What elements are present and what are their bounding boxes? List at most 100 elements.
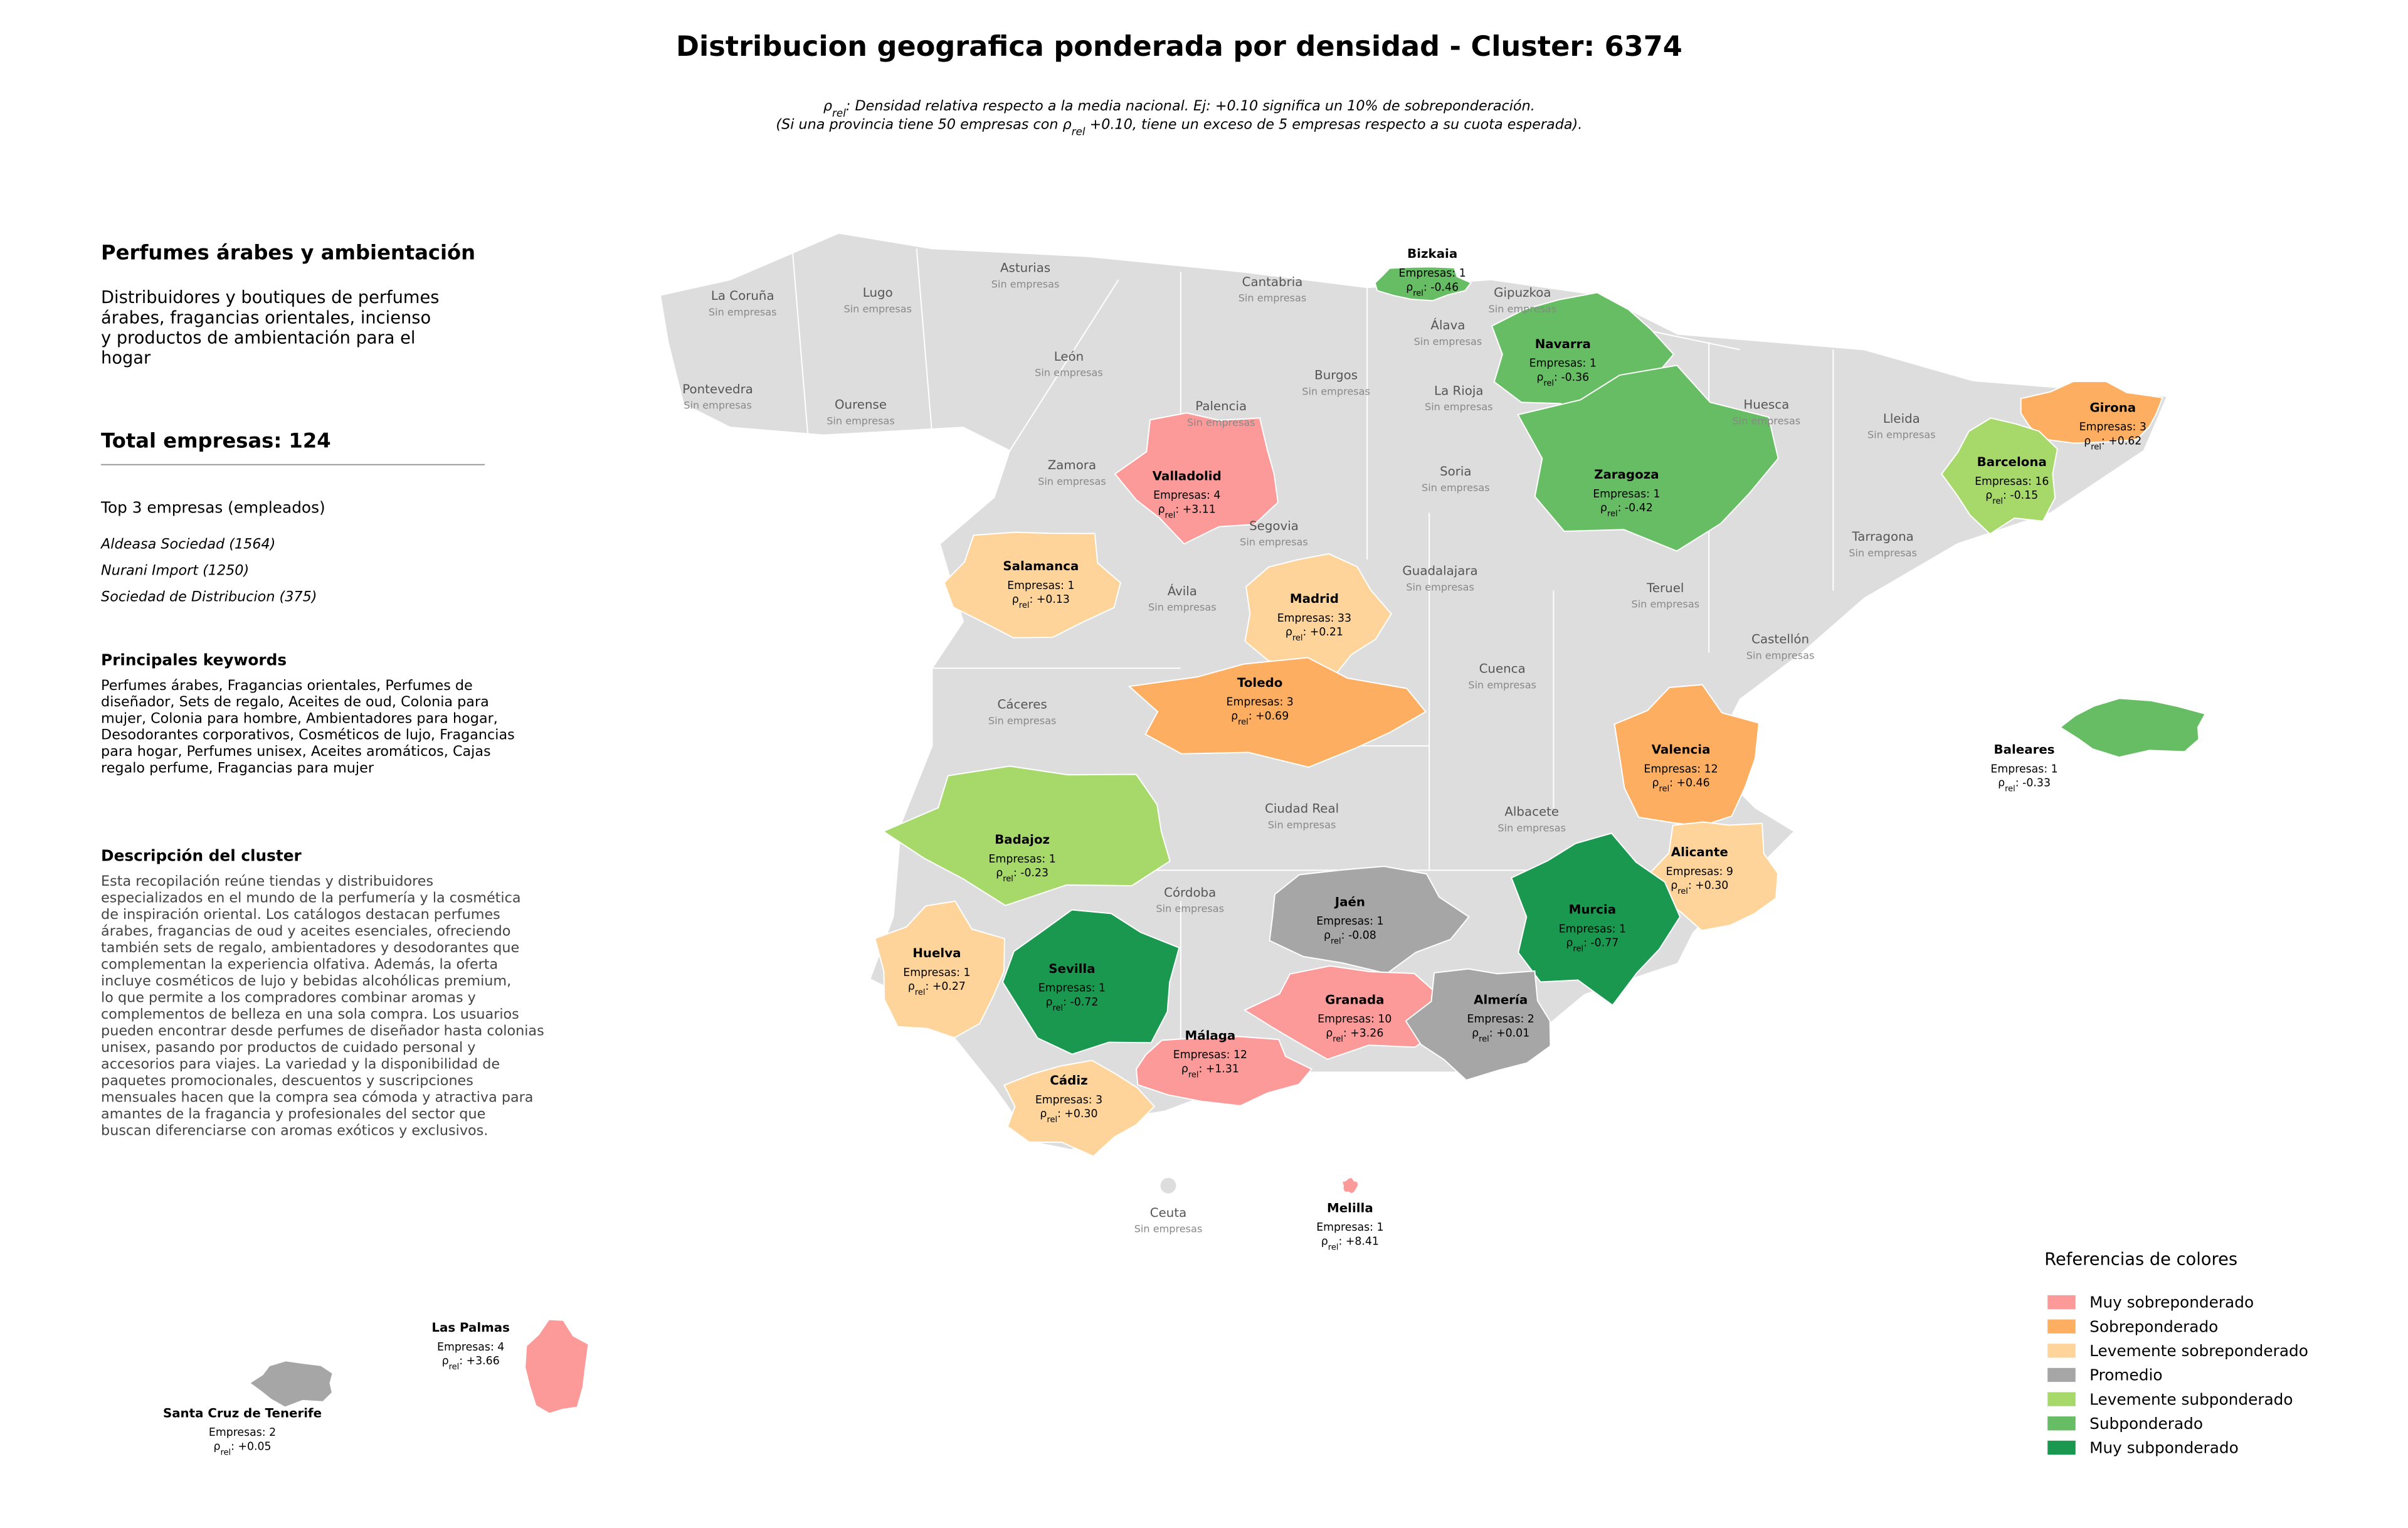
sidebar-description: árabes, fragancias orientales, incienso (101, 308, 431, 327)
province-name: Barcelona (1977, 455, 2047, 469)
province-rho: ρrel: +0.13 (1012, 593, 1070, 610)
text-part: ρ (823, 98, 832, 114)
province-name: Valladolid (1153, 469, 1222, 484)
subscript: rel (1165, 511, 1176, 520)
subscript: rel (1003, 874, 1013, 884)
province-companies: Empresas: 1 (1038, 982, 1106, 995)
top-company: Sociedad de Distribucion (375) (101, 589, 317, 605)
province-no-data: Sin empresas (1187, 416, 1255, 428)
province-no-data: Sin empresas (988, 714, 1057, 726)
province-no-data: Sin empresas (1867, 429, 1936, 441)
province-companies: Empresas: 3 (1227, 696, 1294, 709)
subscript: rel (1677, 887, 1688, 896)
legend-label: Muy sobreponderado (2089, 1293, 2254, 1312)
province-companies: Empresas: 33 (1277, 612, 1351, 625)
province-rho: ρrel: +0.30 (1671, 879, 1728, 896)
cluster-description: complementan la experiencia olfativa. Ad… (101, 957, 498, 973)
province-name: Albacete (1504, 805, 1559, 819)
province (1243, 965, 1440, 1060)
province-companies: Empresas: 9 (1666, 866, 1733, 878)
province (2020, 380, 2163, 444)
province-name: Ciudad Real (1265, 802, 1339, 816)
province-name: Asturias (1000, 261, 1050, 275)
subscript: rel (1333, 1034, 1343, 1044)
province-name: Segovia (1249, 519, 1299, 533)
cluster-description: también sets de regalo, ambientadores y … (101, 940, 519, 956)
province-no-data: Sin empresas (826, 415, 895, 427)
province-no-data: Sin empresas (1849, 547, 1917, 559)
subscript: rel (2005, 784, 2015, 793)
subscript: rel (1019, 601, 1030, 610)
province-no-data: Sin empresas (1035, 367, 1103, 379)
province-name: Melilla (1327, 1201, 1373, 1215)
province-no-data: Sin empresas (1238, 292, 1307, 304)
province-no-data: Sin empresas (991, 278, 1060, 290)
province-rho: ρrel: +0.69 (1231, 710, 1289, 727)
cluster-description: complementos de belleza en una sola comp… (101, 1006, 519, 1022)
province-name: Álava (1430, 318, 1465, 332)
legend-swatch (2047, 1319, 2076, 1334)
subscript: rel (1543, 378, 1554, 388)
province-name: Girona (2089, 401, 2136, 415)
subscript: rel (832, 107, 846, 119)
province-no-data: Sin empresas (1414, 336, 1482, 348)
province-name: Zaragoza (1594, 467, 1659, 482)
subscript: rel (1331, 936, 1341, 946)
text-part: : +0.62 (2101, 435, 2141, 448)
province-companies: Empresas: 1 (1593, 488, 1660, 501)
province-name: Huelva (912, 946, 961, 960)
text-part: : +0.69 (1249, 710, 1289, 723)
province-name: Burgos (1314, 368, 1358, 382)
text-part: ρ (1231, 710, 1238, 723)
province-name: Salamanca (1003, 559, 1079, 573)
province (1511, 832, 1681, 1006)
province (1517, 364, 1779, 552)
text-part: ρ (1671, 879, 1677, 892)
province-name: Palencia (1195, 399, 1247, 413)
province (1001, 909, 1180, 1055)
province (1135, 1036, 1313, 1106)
text-part: ρ (1536, 371, 1543, 384)
subscript: rel (220, 1448, 231, 1457)
province-no-data: Sin empresas (1422, 482, 1490, 494)
province-companies: Empresas: 1 (1316, 915, 1383, 928)
subscript: rel (1047, 1115, 1057, 1125)
subscript: rel (915, 988, 926, 997)
province-companies: Empresas: 1 (1399, 267, 1466, 280)
cluster-description: buscan diferenciarse con aromas exóticos… (101, 1123, 488, 1139)
province-rho: ρrel: +0.62 (2084, 435, 2141, 452)
text-part: : -0.23 (1013, 867, 1048, 879)
province-no-data: Sin empresas (1468, 679, 1536, 691)
province-name: Toledo (1237, 676, 1282, 690)
province (1341, 1176, 1360, 1195)
text-part: ρ (1326, 1027, 1333, 1039)
province-rho: ρrel: +0.27 (908, 980, 966, 997)
legend-label: Levemente subponderado (2089, 1390, 2293, 1408)
province (1374, 266, 1472, 302)
province-rho: ρrel: -0.33 (1998, 777, 2051, 794)
sidebar-description: Distribuidores y boutiques de perfumes (101, 288, 439, 307)
province (882, 765, 1171, 906)
province-name: León (1054, 349, 1084, 364)
legend-label: Levemente sobreponderado (2089, 1342, 2308, 1360)
text-part: ρ (442, 1355, 449, 1367)
keywords: para hogar, Perfumes unisex, Aceites aro… (101, 743, 491, 760)
province-name: Cuenca (1479, 662, 1526, 676)
province-name: Málaga (1185, 1028, 1236, 1043)
province-companies: Empresas: 1 (989, 853, 1056, 866)
province (943, 531, 1122, 639)
text-part: ρ (908, 980, 915, 993)
province-companies: Empresas: 16 (1975, 475, 2049, 488)
province (1941, 417, 2058, 535)
text-part: ρ (1012, 593, 1019, 606)
text-part: : +0.21 (1303, 626, 1343, 639)
province (1405, 968, 1551, 1081)
text-part: ρ (1652, 777, 1659, 790)
province-name: Lleida (1883, 411, 1920, 426)
text-part: : -0.36 (1554, 371, 1589, 384)
sidebar-heading: Perfumes árabes y ambientación (101, 241, 475, 265)
text-part: : +0.01 (1489, 1027, 1529, 1039)
province-rho: ρrel: -0.08 (1324, 929, 1376, 946)
text-part: ρ (1472, 1027, 1479, 1039)
province-companies: Empresas: 12 (1644, 763, 1718, 775)
